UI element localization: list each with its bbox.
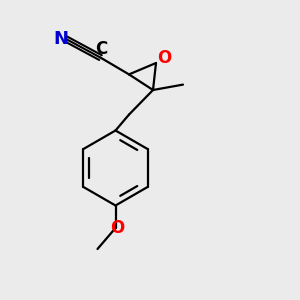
Text: O: O: [110, 219, 124, 237]
Text: O: O: [157, 50, 172, 68]
Text: C: C: [95, 40, 107, 58]
Text: N: N: [53, 30, 68, 48]
